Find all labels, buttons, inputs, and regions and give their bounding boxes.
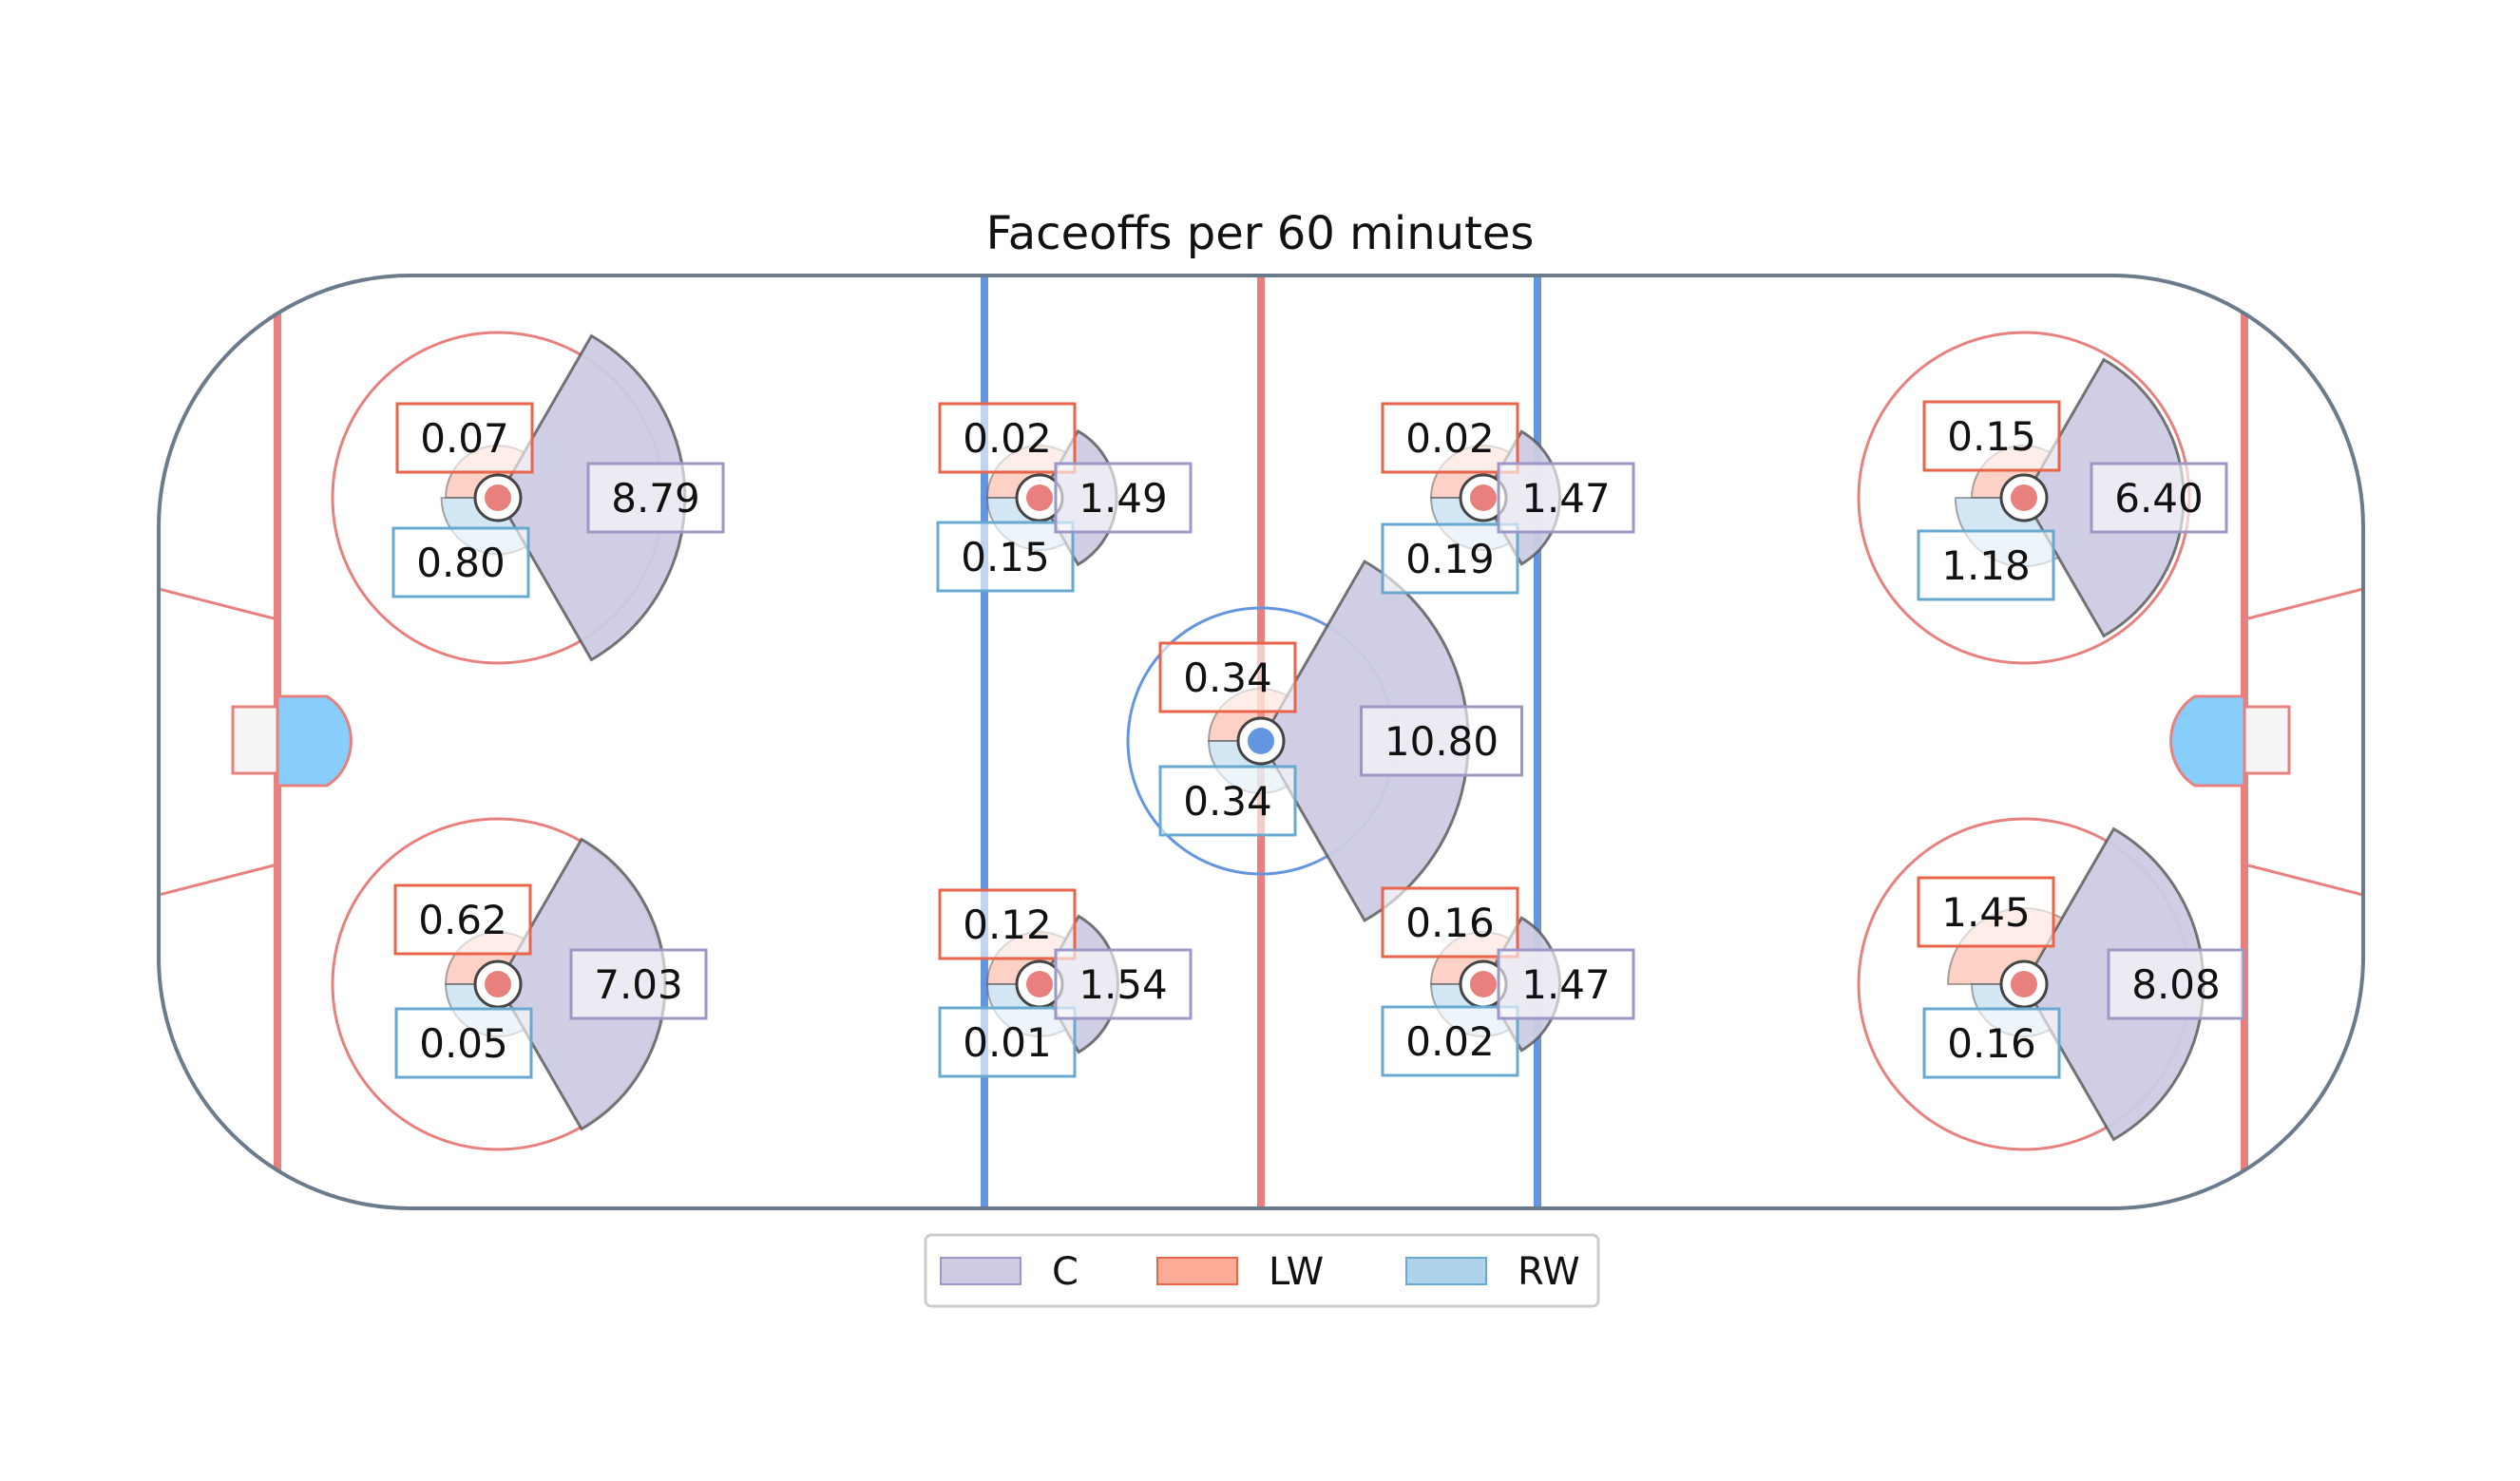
legend-label: C <box>1052 1250 1079 1294</box>
label-c: 1.54 <box>1054 948 1193 1020</box>
faceoff-dot-center <box>485 484 511 511</box>
svg-text:0.34: 0.34 <box>1183 778 1272 825</box>
svg-text:0.15: 0.15 <box>961 534 1050 580</box>
label-rw: 0.02 <box>1381 1005 1519 1077</box>
label-c: 6.40 <box>2090 462 2228 534</box>
faceoff-dot-center <box>2011 484 2037 511</box>
net-left <box>231 705 279 775</box>
label-rw: 0.80 <box>391 526 530 598</box>
svg-text:0.02: 0.02 <box>1405 1018 1495 1065</box>
svg-text:0.62: 0.62 <box>418 897 507 943</box>
label-rw: 0.01 <box>938 1006 1077 1078</box>
spot-right-neutral-bottom: 0.16 0.02 1.47 <box>1381 886 1635 1077</box>
legend-item-rw: RW <box>1405 1250 1580 1294</box>
label-lw: 1.45 <box>1917 876 2055 948</box>
label-lw: 0.62 <box>393 883 532 956</box>
faceoff-dot-center <box>1026 484 1053 511</box>
legend-swatch <box>1156 1257 1238 1285</box>
legend: C LW RW <box>924 1233 1600 1308</box>
svg-text:0.16: 0.16 <box>1947 1020 2036 1067</box>
svg-text:0.34: 0.34 <box>1183 655 1272 701</box>
label-lw: 0.12 <box>938 888 1077 960</box>
legend-item-c: C <box>940 1250 1079 1294</box>
svg-text:0.15: 0.15 <box>1947 413 2036 460</box>
spot-right-offensive-top: 0.15 1.18 6.40 <box>1857 331 2228 665</box>
svg-text:7.03: 7.03 <box>594 961 683 1008</box>
label-c: 1.47 <box>1497 948 1635 1020</box>
svg-text:0.12: 0.12 <box>963 902 1052 948</box>
label-c: 1.49 <box>1054 462 1193 534</box>
faceoff-dot-center <box>1026 971 1053 997</box>
legend-swatch <box>1405 1257 1487 1285</box>
svg-text:10.80: 10.80 <box>1384 718 1499 765</box>
spot-right-offensive-bottom: 1.45 0.16 8.08 <box>1857 817 2245 1151</box>
svg-text:0.07: 0.07 <box>420 415 509 462</box>
label-rw: 0.34 <box>1158 765 1297 837</box>
legend-item-lw: LW <box>1156 1250 1324 1294</box>
label-c: 8.08 <box>2107 948 2245 1020</box>
legend-swatch <box>940 1257 1021 1285</box>
spot-left-offensive-top: 0.07 0.80 8.79 <box>331 331 725 665</box>
faceoff-dot-center <box>1248 728 1274 754</box>
label-rw: 0.05 <box>394 1007 533 1079</box>
label-rw: 0.16 <box>1922 1007 2061 1079</box>
spot-left-offensive-bottom: 0.62 0.05 7.03 <box>331 817 708 1151</box>
label-lw: 0.34 <box>1158 641 1297 713</box>
svg-text:1.54: 1.54 <box>1079 961 1168 1008</box>
rink-surface <box>157 274 2365 1210</box>
label-lw: 0.07 <box>395 402 534 474</box>
label-c: 1.47 <box>1497 462 1635 534</box>
label-rw: 0.19 <box>1381 522 1519 595</box>
label-c: 10.80 <box>1360 705 1523 777</box>
svg-text:8.79: 8.79 <box>611 475 700 522</box>
legend-frame <box>924 1233 1600 1308</box>
legend-label: LW <box>1269 1250 1324 1294</box>
svg-text:0.80: 0.80 <box>416 540 506 586</box>
faceoff-spots: 0.07 0.80 8.79 0.62 0.05 7.03 0.02 0.15 1.49 0.12… <box>331 331 2245 1151</box>
label-c: 7.03 <box>569 948 708 1020</box>
svg-text:0.01: 0.01 <box>963 1019 1052 1066</box>
label-lw: 0.02 <box>938 402 1077 474</box>
svg-text:1.45: 1.45 <box>1941 889 2031 936</box>
crease-right <box>2169 694 2246 788</box>
label-lw: 0.02 <box>1381 402 1519 474</box>
label-c: 8.79 <box>586 462 725 534</box>
rink-boards <box>157 274 2365 1210</box>
svg-text:0.19: 0.19 <box>1405 536 1495 582</box>
faceoff-dot-center <box>2011 971 2037 997</box>
legend-label: RW <box>1518 1250 1580 1294</box>
faceoff-dot-center <box>1470 971 1497 997</box>
svg-text:8.08: 8.08 <box>2131 961 2221 1008</box>
spot-left-neutral-bottom: 0.12 0.01 1.54 <box>938 888 1193 1078</box>
spot-left-neutral-top: 0.02 0.15 1.49 <box>936 402 1193 593</box>
crease-left <box>276 694 353 788</box>
label-lw: 0.16 <box>1381 886 1519 959</box>
label-rw: 0.15 <box>936 521 1075 593</box>
chart-title: Faceoffs per 60 minutes <box>986 207 1535 260</box>
svg-text:0.02: 0.02 <box>963 415 1052 462</box>
spot-right-neutral-top: 0.02 0.19 1.47 <box>1381 402 1635 595</box>
faceoff-dot-center <box>1470 484 1497 511</box>
svg-text:0.16: 0.16 <box>1405 900 1495 946</box>
svg-text:0.02: 0.02 <box>1405 415 1495 462</box>
svg-text:1.18: 1.18 <box>1941 542 2031 589</box>
spot-center-ice: 0.34 0.34 10.80 <box>1126 559 1523 923</box>
svg-text:6.40: 6.40 <box>2114 475 2204 522</box>
label-lw: 0.15 <box>1922 400 2061 472</box>
label-rw: 1.18 <box>1917 529 2055 601</box>
svg-text:1.47: 1.47 <box>1521 475 1611 522</box>
faceoff-dot-center <box>485 971 511 997</box>
svg-text:0.05: 0.05 <box>419 1020 508 1067</box>
net-right <box>2243 705 2291 775</box>
svg-text:1.49: 1.49 <box>1079 475 1168 522</box>
svg-text:1.47: 1.47 <box>1521 961 1611 1008</box>
